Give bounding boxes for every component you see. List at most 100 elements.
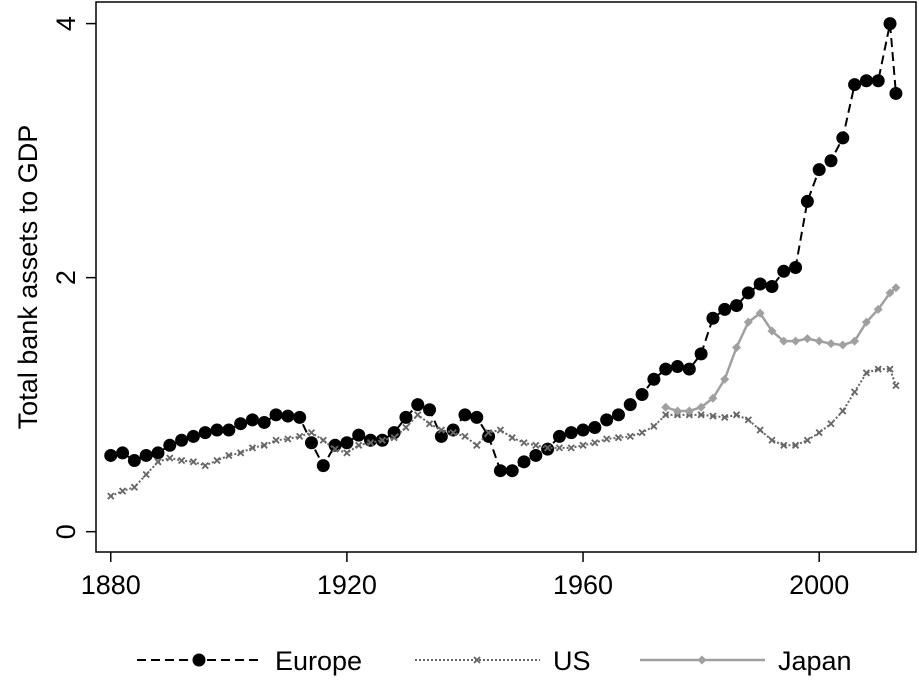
data-point [352, 428, 366, 442]
data-point [151, 446, 165, 460]
data-point [437, 426, 445, 434]
data-point [473, 441, 481, 449]
data-point [661, 402, 671, 412]
data-point [307, 428, 316, 437]
data-point [399, 410, 413, 424]
data-point [859, 74, 873, 88]
data-point [611, 408, 625, 422]
data-point [721, 413, 729, 421]
data-point [355, 441, 363, 449]
data-point [104, 448, 118, 462]
data-point [177, 456, 186, 465]
x-tick-label: 1880 [81, 570, 141, 600]
data-point [269, 408, 283, 422]
data-point [892, 381, 900, 390]
data-point [331, 445, 339, 453]
data-point [234, 417, 248, 431]
data-point [343, 449, 351, 457]
data-point [508, 434, 516, 442]
data-point [319, 436, 327, 444]
data-point [802, 334, 812, 344]
data-point [826, 339, 836, 349]
data-point [446, 423, 460, 437]
data-point [836, 131, 850, 145]
data-point [564, 426, 578, 440]
data-point [425, 420, 434, 428]
data-point [812, 163, 826, 177]
legend-label: US [553, 646, 591, 676]
data-point [567, 444, 575, 452]
data-point [800, 194, 814, 208]
legend-marker [473, 656, 481, 664]
data-point [366, 439, 375, 447]
data-point [186, 429, 200, 443]
data-point [684, 406, 694, 416]
data-point [755, 308, 765, 318]
data-point [257, 415, 271, 429]
data-point [470, 410, 484, 424]
data-point [744, 416, 752, 424]
data-point [293, 410, 307, 424]
data-point [709, 412, 717, 420]
data-point [791, 336, 801, 346]
data-point [635, 387, 649, 401]
data-point [378, 436, 386, 444]
data-point [696, 402, 706, 412]
data-point [753, 277, 767, 291]
data-point [543, 444, 552, 452]
data-point [682, 362, 696, 376]
data-point [850, 388, 859, 396]
data-point [789, 260, 803, 274]
x-tick-label: 1920 [317, 570, 377, 600]
data-point [496, 426, 505, 434]
data-point [850, 336, 860, 346]
data-point [390, 434, 398, 442]
data-point [839, 407, 847, 415]
data-point [732, 342, 742, 352]
data-point [614, 434, 623, 442]
data-point [871, 74, 885, 88]
data-point [706, 311, 720, 325]
x-tick-label: 2000 [789, 570, 849, 600]
data-point [767, 326, 777, 336]
data-point [730, 299, 744, 313]
data-point [885, 288, 895, 298]
data-point [862, 369, 871, 377]
data-point [236, 449, 245, 457]
data-point [694, 347, 708, 361]
data-point [708, 393, 718, 403]
data-point [889, 86, 903, 100]
data-point [861, 317, 871, 327]
data-point [387, 426, 401, 440]
data-point [626, 432, 634, 441]
data-point [189, 458, 198, 466]
data-point [741, 286, 755, 300]
data-point [765, 280, 779, 294]
y-tick-label: 2 [51, 270, 81, 285]
data-point [579, 441, 587, 449]
data-point [364, 433, 378, 447]
data-point [482, 429, 496, 443]
data-point [139, 448, 153, 462]
data-point [529, 448, 543, 462]
data-point [284, 435, 292, 443]
legend-label: Europe [275, 646, 362, 676]
data-point [434, 429, 448, 443]
data-point [402, 423, 410, 432]
data-point [116, 446, 130, 460]
data-point [154, 458, 162, 466]
data-point [591, 439, 599, 447]
data-point [552, 429, 566, 443]
data-point [720, 374, 730, 384]
data-point [520, 439, 528, 447]
data-point [411, 398, 425, 412]
data-point [838, 340, 848, 350]
data-point [874, 365, 882, 373]
data-point [824, 154, 838, 168]
y-axis-label: Total bank assets to GDP [13, 125, 43, 430]
data-point [210, 423, 224, 437]
data-point [718, 302, 732, 316]
data-point [697, 411, 705, 419]
data-point [201, 461, 209, 470]
